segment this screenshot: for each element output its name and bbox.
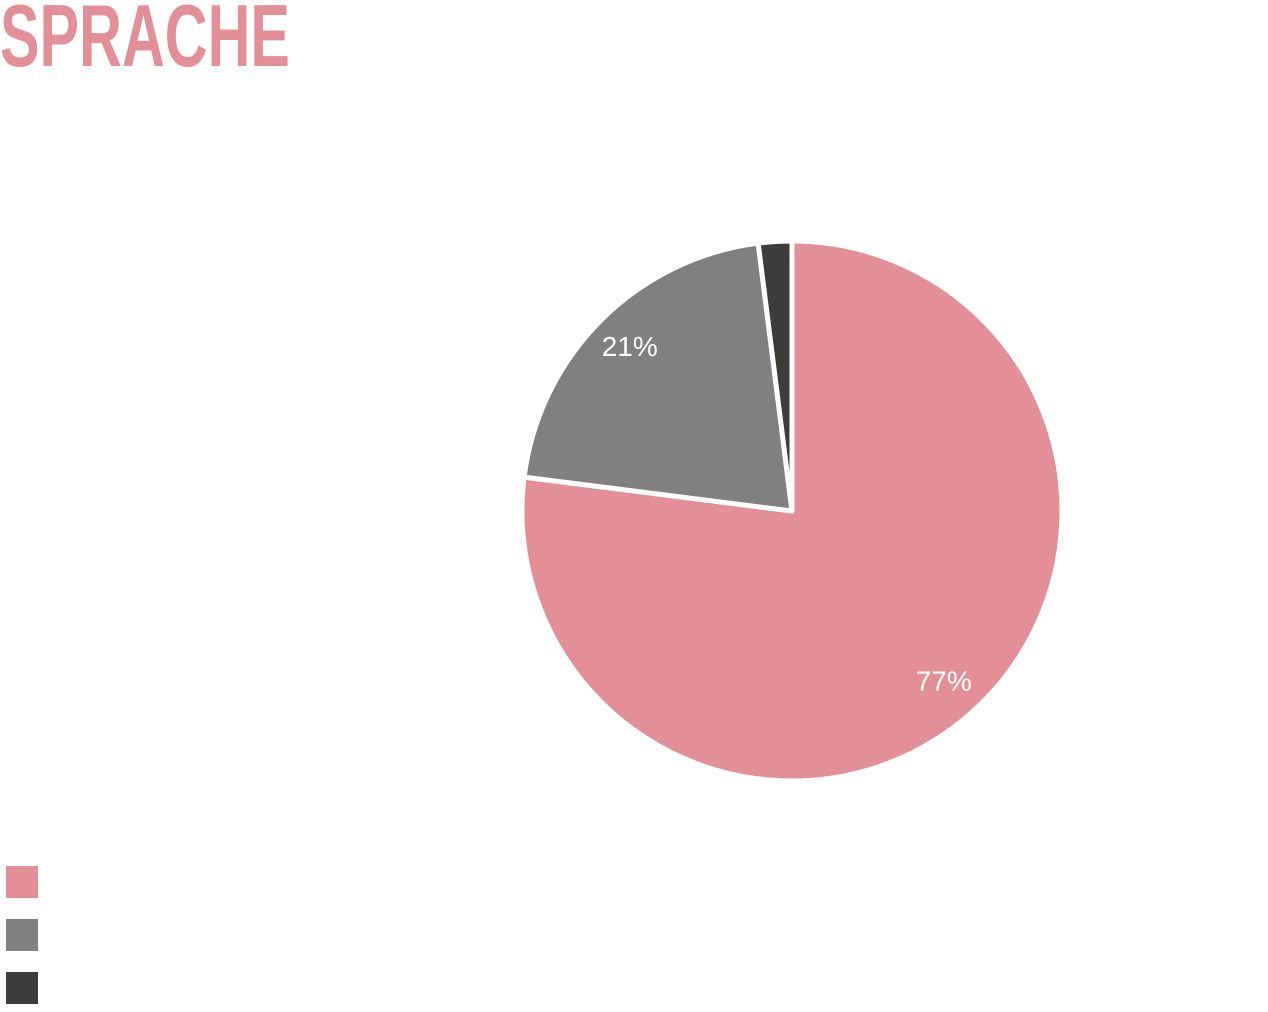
legend-swatch [6, 972, 38, 1004]
legend-swatch [6, 919, 38, 951]
chart-title: SPRACHE [0, 0, 290, 85]
pie-slice [521, 240, 795, 514]
value-label: 77% [916, 666, 972, 697]
value-label: 21% [602, 331, 658, 362]
legend-swatch [6, 866, 38, 898]
pie-slice [755, 238, 795, 514]
